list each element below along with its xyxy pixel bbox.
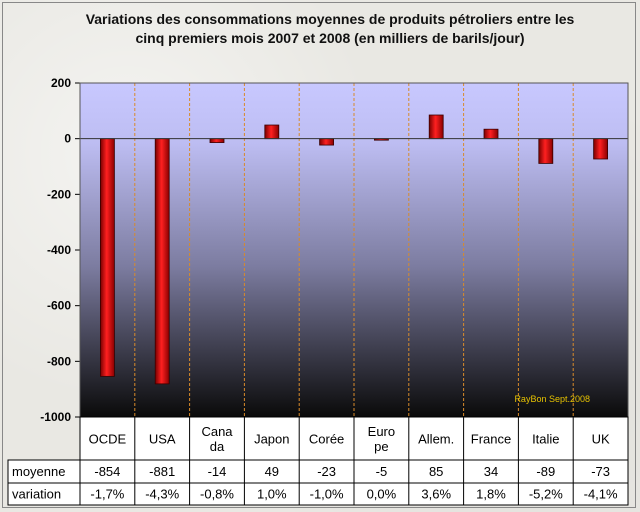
annotation-raybon: RayBon Sept.2008 [514, 394, 590, 404]
chart-title-line-1: Variations des consommations moyennes de… [85, 11, 575, 27]
value-variation-7: 1,8% [476, 487, 506, 502]
chart-title: Variations des consommations moyennes de… [60, 10, 600, 48]
bar-4 [319, 138, 335, 146]
value-variation-8: -5,2% [529, 487, 563, 502]
category-label-2: Cana [201, 424, 233, 439]
category-label-5: Euro [368, 424, 395, 439]
category-label-9: UK [592, 432, 610, 447]
row-label-moyenne: moyenne [12, 464, 65, 479]
y-tick-label: 200 [51, 76, 71, 90]
value-moyenne-3: 49 [265, 464, 279, 479]
value-variation-5: 0,0% [367, 487, 397, 502]
category-label-6: Allem. [418, 432, 454, 447]
y-tick-label: -800 [47, 354, 71, 368]
bar-8 [538, 138, 554, 164]
value-moyenne-0: -854 [94, 464, 120, 479]
value-moyenne-6: 85 [429, 464, 443, 479]
category-label-2: da [210, 439, 225, 454]
value-moyenne-4: -23 [317, 464, 336, 479]
value-variation-1: -4,3% [145, 487, 179, 502]
category-label-8: Italie [532, 432, 559, 447]
category-label-1: USA [149, 432, 176, 447]
category-label-3: Japon [254, 432, 289, 447]
category-label-7: France [471, 432, 511, 447]
category-label-0: OCDE [89, 432, 127, 447]
value-variation-0: -1,7% [90, 487, 124, 502]
y-tick-label: 0 [64, 132, 71, 146]
bar-9 [593, 138, 608, 160]
chart-frame [2, 2, 636, 508]
bar-0 [100, 138, 115, 377]
bar-6 [428, 114, 444, 140]
y-tick-label: -600 [47, 299, 71, 313]
value-variation-2: -0,8% [200, 487, 234, 502]
y-tick-label: -400 [47, 243, 71, 257]
y-tick-label: -1000 [40, 410, 71, 424]
value-moyenne-9: -73 [591, 464, 610, 479]
value-moyenne-1: -881 [149, 464, 175, 479]
value-moyenne-2: -14 [208, 464, 227, 479]
category-label-5: pe [374, 439, 388, 454]
value-variation-4: -1,0% [310, 487, 344, 502]
y-tick-label: -200 [47, 187, 71, 201]
value-moyenne-7: 34 [484, 464, 498, 479]
chart-title-line-2: cinq premiers mois 2007 et 2008 (en mill… [135, 30, 525, 46]
value-variation-9: -4,1% [584, 487, 618, 502]
bar-7 [483, 128, 499, 140]
value-variation-3: 1,0% [257, 487, 287, 502]
value-variation-6: 3,6% [421, 487, 451, 502]
bar-1 [154, 138, 170, 385]
bar-3 [264, 124, 280, 140]
value-moyenne-5: -5 [376, 464, 388, 479]
category-label-4: Corée [309, 432, 344, 447]
value-moyenne-8: -89 [536, 464, 555, 479]
row-label-variation: variation [12, 487, 61, 502]
bar-2 [209, 138, 225, 143]
